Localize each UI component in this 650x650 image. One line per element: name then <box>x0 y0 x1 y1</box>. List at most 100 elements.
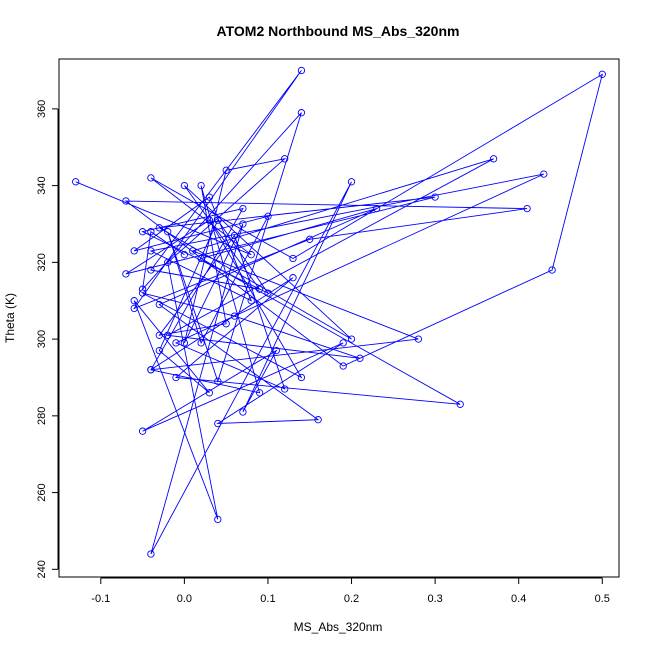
data-point <box>264 212 272 220</box>
data-point <box>239 408 247 416</box>
data-point <box>272 346 280 355</box>
data-point <box>264 289 272 297</box>
y-tick-label: 300 <box>36 330 48 348</box>
data-point <box>164 228 172 236</box>
data-point <box>523 204 531 213</box>
data-point <box>548 266 556 274</box>
data-point <box>431 193 439 201</box>
data-point <box>289 274 297 282</box>
chart-title: ATOM2 Northbound MS_Abs_320nm <box>217 23 460 39</box>
data-point <box>281 155 289 163</box>
data-point <box>130 304 138 313</box>
x-tick-label: 0.3 <box>427 593 442 605</box>
data-point <box>247 251 255 259</box>
data-point <box>414 335 423 343</box>
data-point <box>214 419 222 428</box>
data-point <box>247 297 255 305</box>
data-point <box>155 346 163 355</box>
y-axis: 240 260 280 300 320 340 360 <box>36 100 59 579</box>
y-tick-label: 320 <box>36 253 48 271</box>
data-point <box>130 247 138 255</box>
data-point <box>306 235 314 243</box>
data-point <box>598 70 606 78</box>
data-point <box>147 550 155 558</box>
data-point <box>489 155 498 163</box>
data-point <box>540 170 548 178</box>
data-point <box>214 216 222 224</box>
data-point <box>239 220 247 228</box>
data-point <box>138 289 147 297</box>
data-point <box>172 373 180 382</box>
data-point <box>147 366 155 374</box>
data-point <box>122 197 130 205</box>
data-point <box>147 174 155 182</box>
series-line <box>75 70 604 555</box>
y-tick-label: 280 <box>36 407 48 425</box>
x-axis: -0.1 0.0 0.1 0.2 0.3 0.4 0.5 <box>91 577 610 605</box>
data-point <box>456 400 464 408</box>
y-tick-label: 240 <box>36 560 48 578</box>
data-point <box>222 166 230 174</box>
data-point <box>205 216 214 224</box>
data-point <box>180 339 189 347</box>
data-point <box>72 178 80 186</box>
data-point <box>205 389 214 397</box>
data-point <box>314 416 322 424</box>
data-point <box>255 389 264 397</box>
x-tick-label: 0.5 <box>595 593 610 605</box>
data-point <box>356 354 364 362</box>
data-point <box>255 285 264 293</box>
data-point <box>147 228 155 236</box>
data-point <box>339 339 347 347</box>
data-point <box>180 181 189 190</box>
data-point <box>205 193 214 201</box>
x-tick-label: 0.0 <box>177 593 192 605</box>
data-point <box>138 427 147 435</box>
data-point <box>297 66 306 75</box>
data-point <box>155 331 163 339</box>
data-point <box>230 312 239 320</box>
data-point <box>180 251 189 259</box>
data-point <box>164 258 172 267</box>
data-point <box>130 297 138 305</box>
data-point <box>197 181 205 190</box>
data-point <box>138 228 147 236</box>
y-tick-label: 340 <box>36 176 48 194</box>
y-tick-label: 360 <box>36 100 48 118</box>
data-point <box>122 270 130 278</box>
data-point <box>189 247 197 255</box>
data-point <box>347 178 356 186</box>
data-point <box>339 362 347 370</box>
data-point <box>222 320 230 328</box>
data-point <box>155 224 163 232</box>
data-point <box>297 109 306 117</box>
x-tick-label: 0.2 <box>344 593 359 605</box>
data-point <box>289 254 297 263</box>
data-layer <box>72 66 606 558</box>
x-axis-label: MS_Abs_320nm <box>294 620 383 634</box>
data-point <box>214 377 222 385</box>
data-point <box>197 339 205 347</box>
data-point <box>138 285 147 293</box>
data-point <box>239 204 247 213</box>
x-tick-label: 0.4 <box>511 593 526 605</box>
data-point <box>297 373 306 382</box>
data-point <box>155 300 163 309</box>
data-point <box>164 331 172 339</box>
data-point <box>372 204 381 213</box>
data-point <box>281 385 289 393</box>
data-point <box>230 231 239 240</box>
x-tick-label: 0.1 <box>260 593 275 605</box>
data-point <box>172 339 180 347</box>
data-point <box>214 515 222 524</box>
data-point <box>147 266 155 274</box>
y-tick-label: 260 <box>36 483 48 501</box>
x-tick-label: -0.1 <box>91 593 110 605</box>
data-point <box>197 254 205 263</box>
data-point <box>347 335 356 343</box>
y-axis-label: Theta (K) <box>3 293 17 343</box>
data-point <box>147 247 155 255</box>
plot-frame <box>58 58 620 578</box>
